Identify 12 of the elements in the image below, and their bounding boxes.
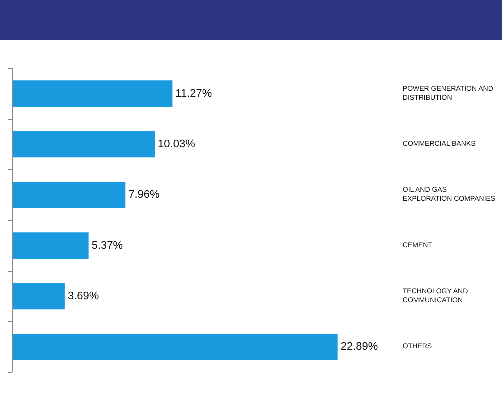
data-label: 10.03% (158, 138, 196, 150)
data-label: 7.96% (128, 189, 160, 202)
data-label: 11.27% (176, 88, 212, 100)
bar (12, 232, 89, 260)
data-label: 5.37% (92, 240, 124, 252)
data-label: 3.69% (68, 290, 100, 302)
data-label: 22.89% (340, 341, 378, 354)
bar (12, 283, 65, 310)
bar (12, 80, 173, 108)
bar (12, 334, 338, 360)
bar (12, 182, 126, 208)
bar (12, 131, 156, 158)
